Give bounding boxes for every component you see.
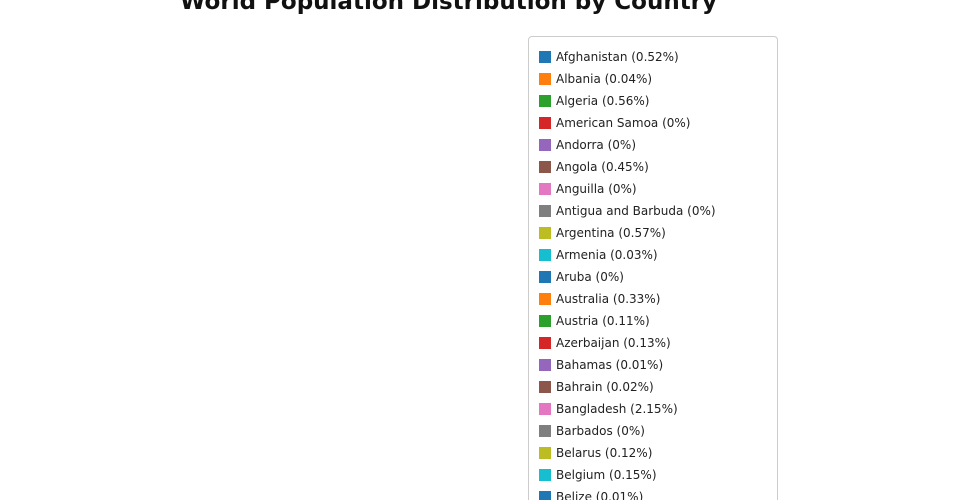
- legend-swatch: [539, 293, 551, 305]
- legend-item[interactable]: Antigua and Barbuda (0%): [539, 200, 716, 222]
- legend-label: Aruba (0%): [556, 270, 624, 284]
- legend-swatch: [539, 491, 551, 500]
- legend-swatch: [539, 139, 551, 151]
- legend-swatch: [539, 227, 551, 239]
- legend-swatch: [539, 117, 551, 129]
- legend-item[interactable]: Azerbaijan (0.13%): [539, 332, 716, 354]
- legend-swatch: [539, 381, 551, 393]
- legend-label: Azerbaijan (0.13%): [556, 336, 671, 350]
- legend-item[interactable]: Belarus (0.12%): [539, 442, 716, 464]
- legend-item[interactable]: Barbados (0%): [539, 420, 716, 442]
- legend-list: Afghanistan (0.52%) Albania (0.04%) Algeri…: [539, 46, 716, 500]
- legend-label: Algeria (0.56%): [556, 94, 650, 108]
- legend-label: American Samoa (0%): [556, 116, 691, 130]
- chart-title: World Population Distribution by Country: [180, 0, 718, 15]
- legend-item[interactable]: Angola (0.45%): [539, 156, 716, 178]
- legend-swatch: [539, 95, 551, 107]
- legend-item[interactable]: Australia (0.33%): [539, 288, 716, 310]
- legend-swatch: [539, 447, 551, 459]
- legend-item[interactable]: Belgium (0.15%): [539, 464, 716, 486]
- legend-label: Antigua and Barbuda (0%): [556, 204, 716, 218]
- legend-swatch: [539, 359, 551, 371]
- legend-item[interactable]: Bangladesh (2.15%): [539, 398, 716, 420]
- legend-label: Anguilla (0%): [556, 182, 637, 196]
- legend-item[interactable]: Anguilla (0%): [539, 178, 716, 200]
- legend-item[interactable]: Bahamas (0.01%): [539, 354, 716, 376]
- legend-item[interactable]: Albania (0.04%): [539, 68, 716, 90]
- legend-item[interactable]: Austria (0.11%): [539, 310, 716, 332]
- legend-item[interactable]: Bahrain (0.02%): [539, 376, 716, 398]
- legend-label: Andorra (0%): [556, 138, 636, 152]
- legend-label: Belize (0.01%): [556, 490, 644, 500]
- legend-label: Bangladesh (2.15%): [556, 402, 678, 416]
- legend-label: Afghanistan (0.52%): [556, 50, 679, 64]
- legend-label: Angola (0.45%): [556, 160, 649, 174]
- legend-swatch: [539, 205, 551, 217]
- legend-label: Armenia (0.03%): [556, 248, 658, 262]
- legend-item[interactable]: Armenia (0.03%): [539, 244, 716, 266]
- legend-label: Bahamas (0.01%): [556, 358, 664, 372]
- legend-label: Austria (0.11%): [556, 314, 650, 328]
- legend-item[interactable]: Belize (0.01%): [539, 486, 716, 500]
- legend-swatch: [539, 249, 551, 261]
- legend-swatch: [539, 315, 551, 327]
- legend-item[interactable]: Afghanistan (0.52%): [539, 46, 716, 68]
- legend-label: Argentina (0.57%): [556, 226, 666, 240]
- legend-swatch: [539, 271, 551, 283]
- legend-item[interactable]: Aruba (0%): [539, 266, 716, 288]
- chart-legend: Afghanistan (0.52%) Albania (0.04%) Algeri…: [528, 36, 778, 500]
- legend-label: Australia (0.33%): [556, 292, 661, 306]
- legend-swatch: [539, 425, 551, 437]
- legend-label: Barbados (0%): [556, 424, 645, 438]
- legend-swatch: [539, 469, 551, 481]
- legend-label: Belarus (0.12%): [556, 446, 653, 460]
- legend-swatch: [539, 73, 551, 85]
- legend-swatch: [539, 337, 551, 349]
- legend-item[interactable]: Andorra (0%): [539, 134, 716, 156]
- legend-item[interactable]: Algeria (0.56%): [539, 90, 716, 112]
- legend-item[interactable]: Argentina (0.57%): [539, 222, 716, 244]
- legend-item[interactable]: American Samoa (0%): [539, 112, 716, 134]
- legend-swatch: [539, 183, 551, 195]
- legend-label: Bahrain (0.02%): [556, 380, 654, 394]
- legend-label: Belgium (0.15%): [556, 468, 657, 482]
- legend-label: Albania (0.04%): [556, 72, 653, 86]
- legend-swatch: [539, 161, 551, 173]
- legend-swatch: [539, 403, 551, 415]
- legend-swatch: [539, 51, 551, 63]
